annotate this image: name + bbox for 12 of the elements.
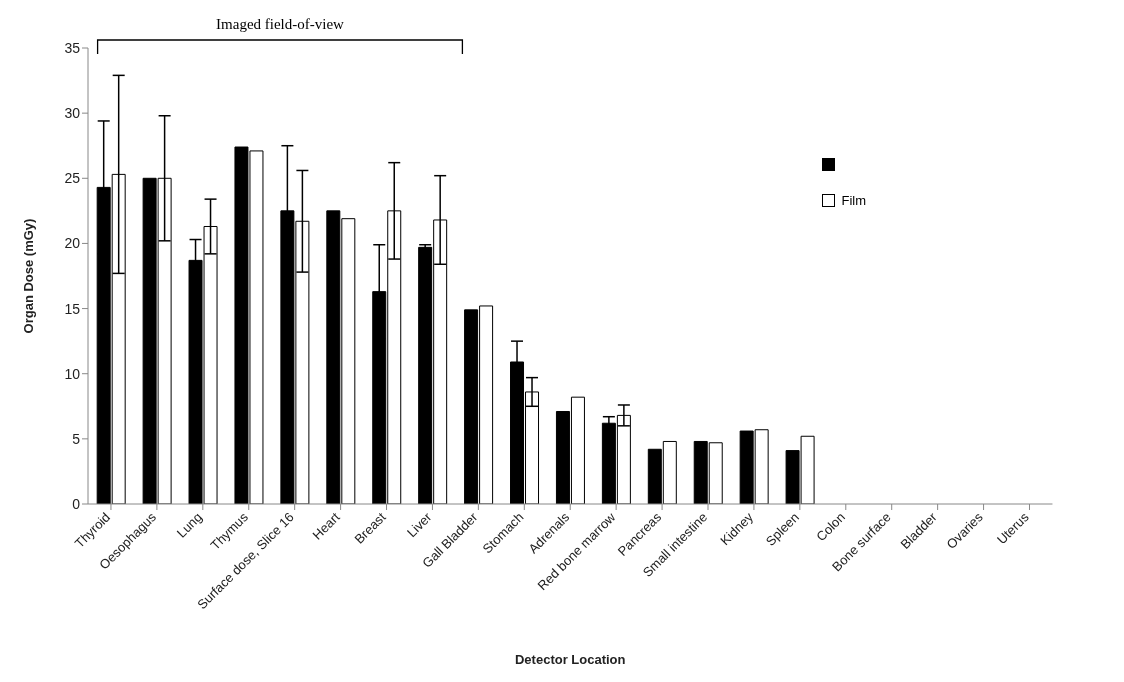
y-tick-label: 5 [72, 430, 81, 447]
x-axis-title: Detector Location [514, 652, 626, 667]
y-tick-label: 0 [72, 495, 81, 512]
legend-label: Film [841, 193, 866, 208]
y-tick-label: 10 [64, 365, 81, 382]
y-tick-label: 25 [64, 170, 81, 187]
y-axis-title: Organ Dose (mGy) [20, 218, 36, 334]
text: Imaged field-of-view [215, 16, 345, 33]
y-tick-label: 15 [64, 300, 81, 317]
y-tick-label: 35 [64, 39, 81, 56]
y-tick-label: 20 [64, 235, 81, 252]
y-tick-label: 30 [64, 105, 81, 122]
